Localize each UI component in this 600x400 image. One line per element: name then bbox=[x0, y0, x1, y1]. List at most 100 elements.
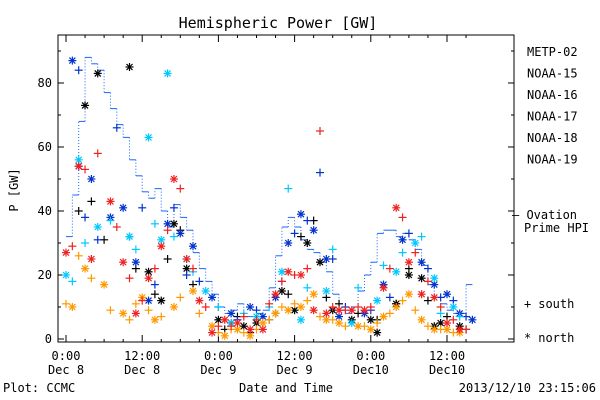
metp-02-south-point bbox=[87, 197, 96, 206]
noaa-18-north-point bbox=[379, 312, 388, 321]
star-d2 bbox=[94, 69, 102, 77]
noaa-19-north-point bbox=[131, 309, 140, 318]
star-d2 bbox=[164, 69, 172, 77]
star-d2 bbox=[335, 306, 343, 314]
noaa-15-south-point bbox=[150, 280, 159, 289]
noaa-15-north-point bbox=[227, 309, 236, 318]
star-d2 bbox=[303, 239, 311, 247]
noaa-15-south-point bbox=[112, 123, 121, 132]
noaa-18-south-point bbox=[290, 299, 299, 308]
star-d2 bbox=[297, 210, 305, 218]
noaa-18-south-point bbox=[303, 296, 312, 305]
star-d2 bbox=[430, 325, 438, 333]
star-d2 bbox=[81, 101, 89, 109]
star-d2 bbox=[234, 325, 241, 333]
noaa-15-south-point bbox=[93, 235, 102, 244]
noaa-18-south-point bbox=[398, 296, 407, 305]
noaa-19-north-point bbox=[335, 306, 344, 315]
noaa-16-south-point bbox=[455, 312, 464, 321]
noaa-18-north-point bbox=[100, 280, 109, 289]
x-tick-date: Dec10 bbox=[429, 363, 465, 377]
noaa-18-north-point bbox=[404, 290, 413, 299]
star-d2 bbox=[348, 306, 356, 314]
noaa-19-north-point bbox=[404, 258, 413, 267]
noaa-19-south-point bbox=[328, 303, 337, 311]
noaa-16-north-point bbox=[74, 155, 83, 164]
star-d2 bbox=[107, 197, 114, 205]
noaa-18-south-point bbox=[239, 328, 248, 337]
star-d2 bbox=[189, 287, 197, 295]
star-d2 bbox=[399, 236, 406, 244]
noaa-19-north-point bbox=[392, 203, 401, 212]
noaa-19-north-point bbox=[119, 258, 128, 267]
noaa-15-south-point bbox=[138, 203, 147, 212]
noaa-16-south-point bbox=[303, 283, 312, 292]
marker-key-south: + south bbox=[524, 297, 574, 311]
noaa-16-north-point bbox=[296, 315, 305, 324]
noaa-18-south-point bbox=[74, 251, 83, 260]
noaa-19-north-point bbox=[417, 290, 426, 299]
star-d2 bbox=[418, 290, 426, 298]
star-d2 bbox=[189, 242, 197, 250]
noaa-15-north-point bbox=[189, 242, 197, 251]
x-tick-time: 12:00 bbox=[429, 349, 465, 363]
noaa-19-north-point bbox=[144, 274, 153, 283]
star-d2 bbox=[392, 204, 400, 212]
noaa-15-north-point bbox=[398, 235, 407, 244]
star-d2 bbox=[430, 293, 438, 301]
metp-02-north-point bbox=[81, 101, 90, 110]
noaa-16-south-point bbox=[150, 219, 159, 228]
y-tick-label: 20 bbox=[38, 268, 52, 282]
noaa-19-south-point bbox=[265, 299, 274, 308]
noaa-19-south-point bbox=[189, 264, 197, 273]
star-d2 bbox=[62, 249, 70, 257]
noaa-19-north-point bbox=[360, 306, 369, 315]
metp-02-north-point bbox=[125, 63, 134, 71]
metp-02-north-point bbox=[93, 69, 102, 78]
noaa-15-north-point bbox=[309, 226, 318, 235]
noaa-18-north-point bbox=[284, 306, 293, 315]
x-tick-date: Dec 8 bbox=[48, 363, 84, 377]
noaa-18-north-point bbox=[354, 322, 363, 331]
noaa-16-south-point bbox=[81, 239, 90, 247]
noaa-19-north-point bbox=[87, 255, 96, 263]
star-d2 bbox=[418, 258, 426, 266]
noaa-18-north-point bbox=[119, 309, 128, 318]
star-d2 bbox=[214, 316, 222, 324]
star-d2 bbox=[183, 255, 191, 263]
star-d2 bbox=[164, 220, 172, 228]
noaa-15-south-point bbox=[182, 271, 191, 279]
star-d2 bbox=[126, 63, 133, 71]
star-d2 bbox=[183, 265, 191, 273]
metp-02-north-point bbox=[239, 322, 248, 331]
footer-timestamp: 2013/12/10 23:15:06 bbox=[459, 381, 596, 395]
metp-02-north-point bbox=[404, 271, 413, 279]
noaa-18-north-point bbox=[296, 303, 305, 311]
noaa-19-south-point bbox=[316, 127, 324, 135]
star-d2 bbox=[234, 319, 241, 327]
legend: METP-02 NOAA-15 NOAA-16 NOAA-17 NOAA-18 NOAA-… bbox=[527, 45, 578, 167]
x-tick-date: Dec 9 bbox=[277, 363, 313, 377]
noaa-18-south-point bbox=[195, 309, 204, 318]
noaa-16-south-point bbox=[379, 261, 388, 270]
y-tick-label: 60 bbox=[38, 140, 52, 154]
noaa-15-north-point bbox=[322, 255, 331, 263]
noaa-18-south-point bbox=[316, 312, 324, 321]
star-d2 bbox=[145, 274, 152, 282]
noaa-18-north-point bbox=[366, 325, 375, 334]
noaa-16-north-point bbox=[373, 296, 382, 305]
star-d2 bbox=[335, 313, 343, 321]
noaa-19-south-point bbox=[277, 277, 286, 286]
noaa-18-south-point bbox=[411, 306, 420, 315]
metp-02-north-point bbox=[417, 274, 426, 283]
star-d2 bbox=[430, 274, 438, 282]
noaa-19-south-point bbox=[303, 264, 312, 273]
star-d2 bbox=[373, 329, 381, 337]
star-d2 bbox=[310, 290, 318, 298]
legend-entry: NOAA-16 bbox=[527, 88, 578, 102]
star-d2 bbox=[87, 175, 95, 183]
noaa-18-south-point bbox=[176, 293, 185, 302]
noaa-16-south-point bbox=[169, 232, 178, 241]
star-d2 bbox=[221, 316, 229, 324]
